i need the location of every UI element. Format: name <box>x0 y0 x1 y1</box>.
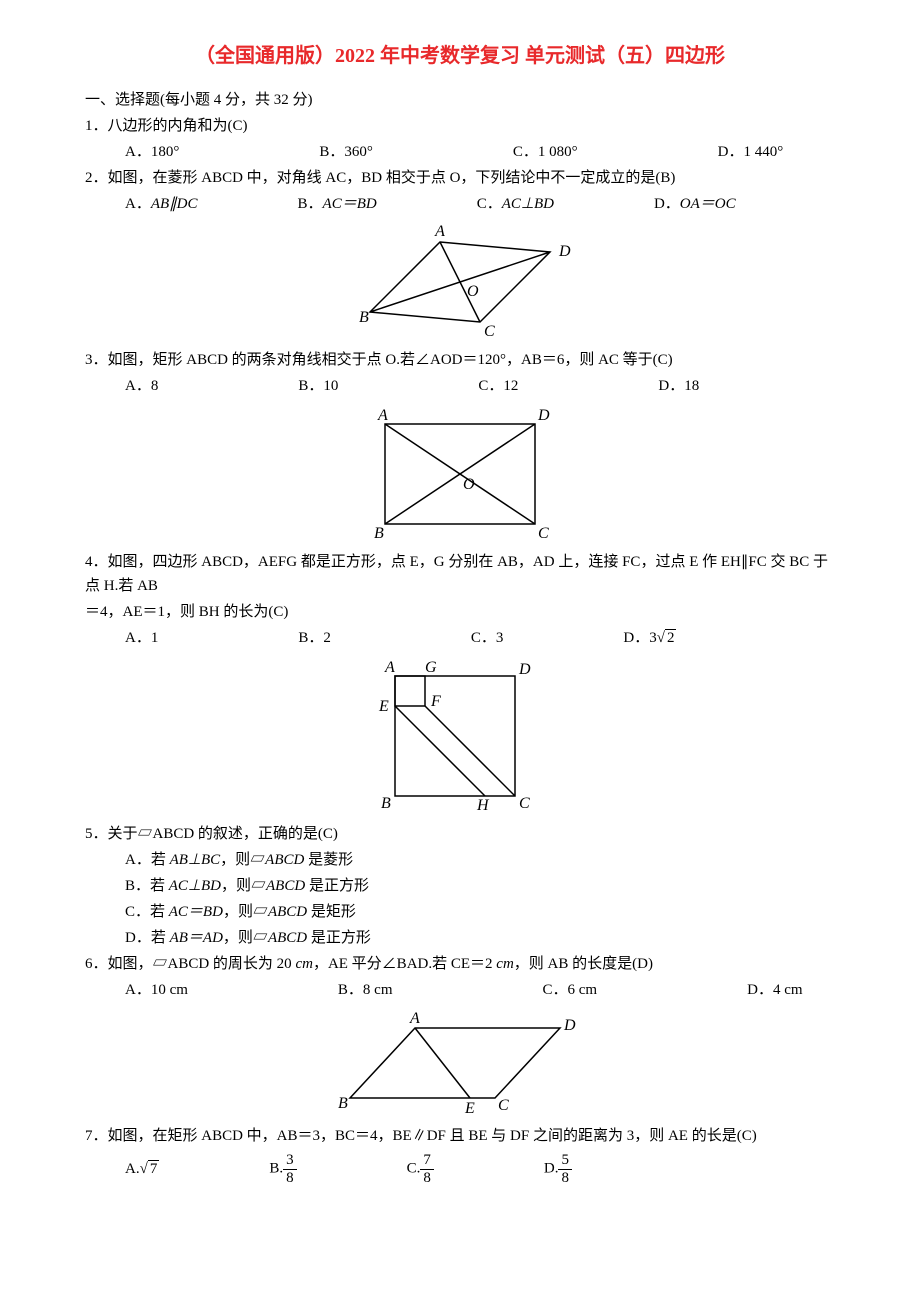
svg-text:B: B <box>374 525 384 542</box>
q1-opt-b: B．360° <box>319 140 373 164</box>
q4-stem-l2: ＝4，AE＝1，则 BH 的长为(C) <box>85 600 835 624</box>
q6-opt-b: B．8 cm <box>338 978 393 1002</box>
q7-options: A.√7 B.38 C.78 D.58 <box>125 1152 835 1186</box>
svg-text:B: B <box>359 309 369 326</box>
svg-text:B: B <box>381 795 391 812</box>
q2-opt-a: A．AB∥DC <box>125 192 198 216</box>
svg-text:B: B <box>338 1095 348 1112</box>
q6-opt-c: C．6 cm <box>543 978 598 1002</box>
q4-opt-d: D．3√2 <box>623 626 676 650</box>
q3-opt-d: D．18 <box>658 374 699 398</box>
q2-opt-c: C．AC⊥BD <box>477 192 554 216</box>
svg-text:O: O <box>467 283 479 300</box>
svg-text:D: D <box>518 661 531 678</box>
svg-text:A: A <box>377 407 388 424</box>
svg-text:H: H <box>476 797 490 814</box>
q2-options: A．AB∥DC B．AC＝BD C．AC⊥BD D．OA＝OC <box>125 192 835 216</box>
q5-opt-b: B．若 AC⊥BD，则▱ABCD 是正方形 <box>125 874 835 898</box>
q4-stem-l1: 4．如图，四边形 ABCD，AEFG 都是正方形，点 E，G 分别在 AB，AD… <box>85 550 835 598</box>
q5-opt-c: C．若 AC＝BD，则▱ABCD 是矩形 <box>125 900 835 924</box>
q6-stem: 6．如图，▱ABCD 的周长为 20 cm，AE 平分∠BAD.若 CE＝2 c… <box>85 952 835 976</box>
q4-options: A．1 B．2 C．3 D．3√2 <box>125 626 835 650</box>
q2-stem: 2．如图，在菱形 ABCD 中，对角线 AC，BD 相交于点 O，下列结论中不一… <box>85 166 835 190</box>
q1-options: A．180° B．360° C．1 080° D．1 440° <box>125 140 835 164</box>
page-title: （全国通用版）2022 年中考数学复习 单元测试（五）四边形 <box>85 40 835 72</box>
q2-figure: A D C B O <box>85 222 835 342</box>
q3-figure: A D B C O <box>85 404 835 544</box>
svg-text:C: C <box>498 1097 509 1114</box>
q3-stem: 3．如图，矩形 ABCD 的两条对角线相交于点 O.若∠AOD＝120°，AB＝… <box>85 348 835 372</box>
q4-opt-a: A．1 <box>125 626 158 650</box>
q5-opt-d: D．若 AB＝AD，则▱ABCD 是正方形 <box>125 926 835 950</box>
q7-opt-a: A.√7 <box>125 1157 159 1181</box>
q6-opt-d: D．4 cm <box>747 978 802 1002</box>
svg-text:D: D <box>558 243 571 260</box>
q3-opt-a: A．8 <box>125 374 158 398</box>
svg-text:D: D <box>537 407 550 424</box>
q7-opt-d: D.58 <box>544 1152 572 1186</box>
svg-text:O: O <box>463 476 475 493</box>
q1-opt-c: C．1 080° <box>513 140 578 164</box>
q2-opt-d: D．OA＝OC <box>654 192 736 216</box>
svg-text:E: E <box>464 1100 475 1117</box>
q1-opt-d: D．1 440° <box>718 140 784 164</box>
q1-opt-a: A．180° <box>125 140 179 164</box>
svg-text:C: C <box>484 323 495 340</box>
q1-stem: 1．八边形的内角和为(C) <box>85 114 835 138</box>
svg-text:G: G <box>425 659 437 676</box>
svg-text:A: A <box>434 223 445 240</box>
q3-options: A．8 B．10 C．12 D．18 <box>125 374 835 398</box>
q7-opt-b: B.38 <box>269 1152 296 1186</box>
svg-text:A: A <box>384 659 395 676</box>
q5-options: A．若 AB⊥BC，则▱ABCD 是菱形 B．若 AC⊥BD，则▱ABCD 是正… <box>125 848 835 950</box>
q6-opt-a: A．10 cm <box>125 978 188 1002</box>
q6-options: A．10 cm B．8 cm C．6 cm D．4 cm <box>125 978 835 1002</box>
q3-opt-c: C．12 <box>478 374 518 398</box>
q2-opt-b: B．AC＝BD <box>298 192 377 216</box>
q3-opt-b: B．10 <box>298 374 338 398</box>
q5-opt-a: A．若 AB⊥BC，则▱ABCD 是菱形 <box>125 848 835 872</box>
q6-figure: A D B E C <box>85 1008 835 1118</box>
q4-figure: A G D E F B H C <box>85 656 835 816</box>
svg-text:E: E <box>378 698 389 715</box>
svg-text:C: C <box>538 525 549 542</box>
q5-stem: 5．关于▱ABCD 的叙述，正确的是(C) <box>85 822 835 846</box>
q7-stem: 7．如图，在矩形 ABCD 中，AB＝3，BC＝4，BE∥DF 且 BE 与 D… <box>85 1124 835 1148</box>
q4-opt-b: B．2 <box>298 626 331 650</box>
svg-text:A: A <box>409 1010 420 1027</box>
svg-text:C: C <box>519 795 530 812</box>
section-heading: 一、选择题(每小题 4 分，共 32 分) <box>85 88 835 112</box>
q7-opt-c: C.78 <box>407 1152 434 1186</box>
q4-opt-c: C．3 <box>471 626 504 650</box>
svg-text:D: D <box>563 1017 576 1034</box>
svg-text:F: F <box>430 693 441 710</box>
